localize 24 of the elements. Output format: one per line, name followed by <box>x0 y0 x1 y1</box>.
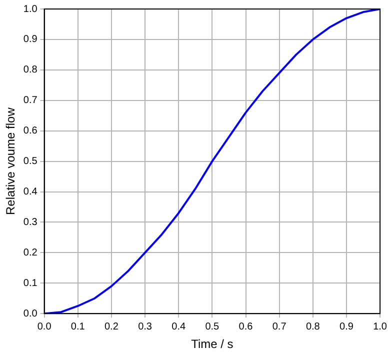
y-axis-title: Relative voume flow <box>4 107 18 215</box>
x-tick-label: 0.7 <box>272 321 287 332</box>
y-tick-label: 0.2 <box>23 247 38 258</box>
x-tick-label: 1.0 <box>373 321 388 332</box>
x-tick-label: 0.6 <box>238 321 254 332</box>
y-tick-label: 0.9 <box>23 34 38 46</box>
y-tick-label: 0.0 <box>23 308 38 320</box>
x-tick-label: 0.1 <box>70 321 86 332</box>
x-tick-label: 0.8 <box>306 321 320 332</box>
x-tick-label: 0.4 <box>172 321 186 332</box>
x-axis-title: Time / s <box>191 337 234 352</box>
y-tick-label: 0.3 <box>23 216 38 228</box>
y-tick-label: 0.6 <box>23 126 38 137</box>
y-tick-label: 0.1 <box>23 278 38 289</box>
y-tick-label: 0.4 <box>23 186 38 198</box>
y-tick-label: 0.7 <box>23 95 38 106</box>
y-tick-label: 0.8 <box>23 64 38 76</box>
x-tick-label: 0.3 <box>138 321 152 332</box>
y-tick-label: 0.5 <box>23 156 38 168</box>
x-tick-label: 0.5 <box>205 321 220 332</box>
y-tick-label: 1.0 <box>23 4 38 15</box>
x-tick-label: 0.0 <box>37 321 52 332</box>
x-tick-label: 0.9 <box>340 321 354 332</box>
x-tick-label: 0.2 <box>104 321 119 332</box>
